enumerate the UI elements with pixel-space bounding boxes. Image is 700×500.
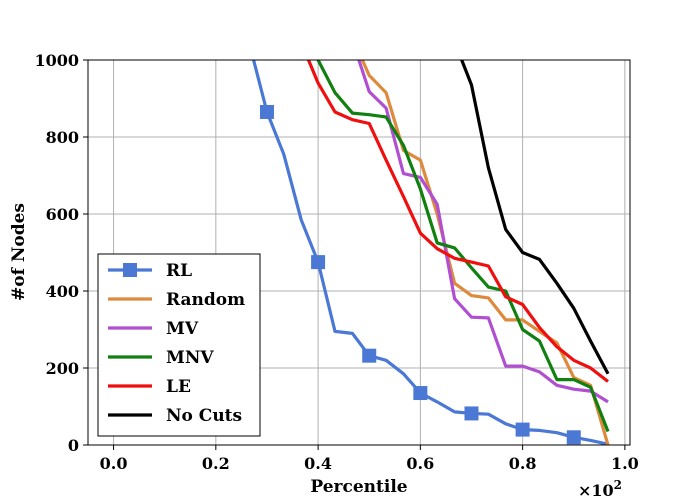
y-axis-label: #of Nodes xyxy=(9,203,29,301)
legend-label-rl: RL xyxy=(166,261,192,281)
x-axis-multiplier-exponent: 2 xyxy=(614,478,622,492)
series-line-mnv xyxy=(315,60,610,433)
data-point-rl xyxy=(515,422,530,437)
data-point-rl xyxy=(362,348,377,363)
series-line-le xyxy=(306,60,609,383)
x-axis-multiplier: ×102 xyxy=(578,478,622,500)
x-tick-label: 0.0 xyxy=(100,454,128,473)
y-tick-label: 600 xyxy=(46,205,79,224)
x-tick-label: 0.2 xyxy=(202,454,230,473)
series-line-no-cuts xyxy=(459,60,610,375)
data-point-rl xyxy=(566,430,581,445)
data-point-rl xyxy=(259,104,274,119)
legend-label-random: Random xyxy=(166,290,245,310)
y-tick-label: 1000 xyxy=(34,51,79,70)
series-line-random xyxy=(360,60,610,445)
x-tick-label: 0.8 xyxy=(509,454,537,473)
y-tick-label: 200 xyxy=(46,359,79,378)
legend-frame xyxy=(97,253,261,437)
legend-marker-rl xyxy=(123,263,137,277)
series-line-mv xyxy=(357,60,609,404)
axis-ticks: 0.0 0.2 0.4 0.6 0.8 1.0 0 200 400 600 800 1000 xyxy=(34,51,638,473)
series-line-rl xyxy=(251,60,609,445)
legend-label-no-cuts: No Cuts xyxy=(166,406,242,426)
data-point-rl xyxy=(413,386,428,401)
y-tick-label: 800 xyxy=(46,128,79,147)
y-tick-label: 400 xyxy=(46,282,79,301)
legend: RL Random MV MNV LE No Cuts xyxy=(97,253,261,437)
x-tick-label: 0.6 xyxy=(406,454,434,473)
legend-label-mv: MV xyxy=(166,319,199,339)
plot-frame xyxy=(87,59,631,446)
x-axis-label: Percentile xyxy=(310,477,407,497)
x-tick-label: 1.0 xyxy=(611,454,639,473)
data-point-rl xyxy=(464,406,479,421)
x-axis-multiplier-base: ×10 xyxy=(578,481,614,500)
y-tick-label: 0 xyxy=(68,436,79,455)
series-layer xyxy=(251,60,610,445)
data-point-rl xyxy=(311,255,326,270)
x-tick-label: 0.4 xyxy=(304,454,332,473)
legend-label-le: LE xyxy=(166,377,191,397)
legend-label-mnv: MNV xyxy=(166,348,214,368)
